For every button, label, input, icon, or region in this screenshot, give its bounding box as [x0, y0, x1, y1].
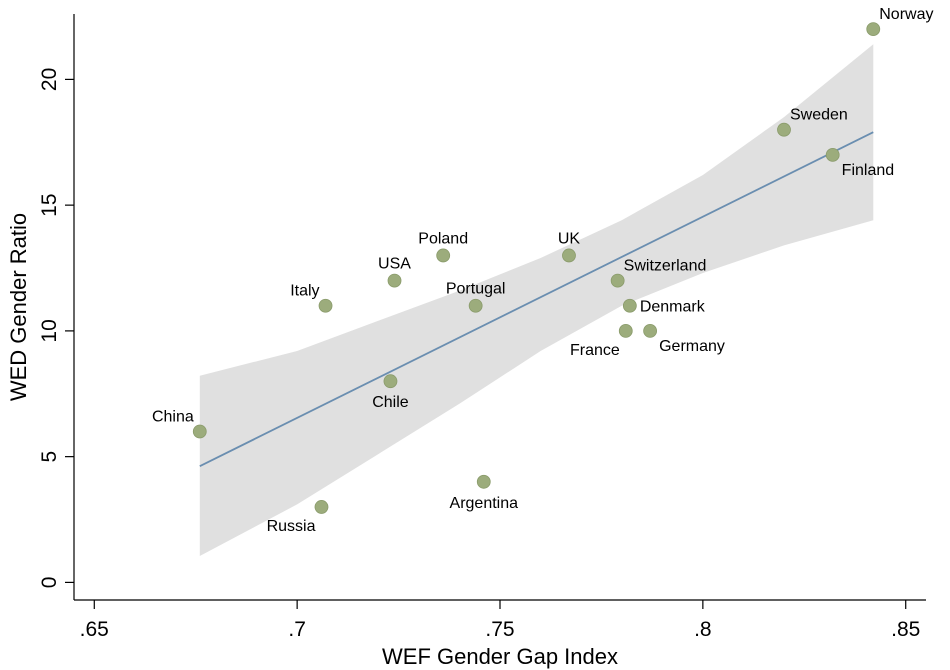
- point-label-china: China: [152, 408, 194, 425]
- point-label-france: France: [570, 342, 620, 359]
- x-axis-title: WEF Gender Gap Index: [382, 644, 618, 669]
- points-layer: [192, 22, 881, 514]
- point-china: [192, 424, 207, 439]
- y-tick-label: 10: [38, 319, 61, 342]
- point-chile: [383, 374, 398, 389]
- point-france: [618, 323, 633, 338]
- fit-line: [199, 131, 874, 468]
- point-labels-layer: Norway Sweden Finland UK Poland USA Switzerlan…: [152, 6, 934, 535]
- point-label-uk: UK: [558, 230, 581, 247]
- point-usa: [387, 273, 402, 288]
- point-italy: [318, 298, 333, 313]
- point-denmark: [622, 298, 637, 313]
- point-portugal: [468, 298, 483, 313]
- point-label-portugal: Portugal: [446, 281, 506, 298]
- point-label-italy: Italy: [290, 283, 319, 300]
- point-label-poland: Poland: [418, 230, 468, 247]
- point-sweden: [777, 122, 791, 137]
- point-label-sweden: Sweden: [790, 107, 848, 124]
- point-label-argentina: Argentina: [450, 495, 519, 512]
- y-tick-label: 0: [38, 577, 61, 589]
- x-ticks-layer: .65 .7 .75 .8 .85: [80, 600, 920, 641]
- x-tick-label: .8: [694, 618, 712, 641]
- y-ticks-layer: 0 5 10 15 20: [38, 68, 74, 589]
- x-tick-label: .7: [288, 618, 306, 641]
- x-tick-label: .75: [485, 618, 514, 641]
- y-axis-title: WED Gender Ratio: [6, 213, 31, 401]
- point-germany: [643, 323, 658, 338]
- point-label-finland: Finland: [842, 162, 894, 179]
- y-tick-label: 5: [38, 451, 61, 463]
- point-poland: [436, 248, 451, 263]
- x-tick-label: .65: [80, 618, 109, 641]
- point-label-chile: Chile: [372, 394, 409, 411]
- point-label-switzerland: Switzerland: [624, 258, 707, 275]
- y-tick-label: 15: [38, 193, 61, 216]
- point-label-germany: Germany: [659, 338, 725, 355]
- y-tick-label: 20: [38, 68, 61, 91]
- point-switzerland: [610, 273, 625, 288]
- point-argentina: [476, 474, 491, 489]
- point-label-usa: USA: [378, 256, 411, 273]
- point-russia: [314, 500, 329, 514]
- fit-line-layer: [199, 131, 874, 468]
- point-norway: [866, 22, 881, 36]
- point-finland: [825, 147, 840, 162]
- point-label-denmark: Denmark: [640, 299, 706, 316]
- x-tick-label: .85: [891, 618, 920, 641]
- point-label-russia: Russia: [267, 518, 316, 535]
- point-uk: [562, 248, 576, 263]
- point-label-norway: Norway: [879, 6, 933, 23]
